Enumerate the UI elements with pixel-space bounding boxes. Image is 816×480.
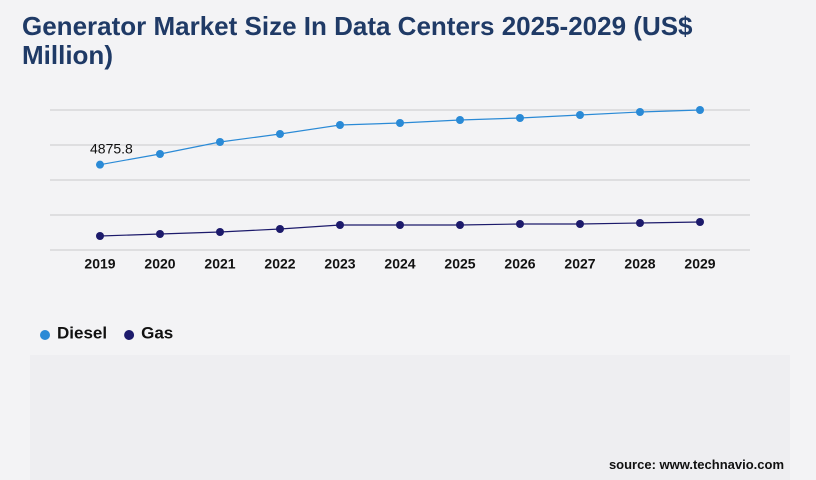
series-line xyxy=(99,109,701,166)
data-point xyxy=(516,113,524,122)
data-point xyxy=(276,225,284,233)
x-tick-label: 2020 xyxy=(144,256,175,272)
source: source: www.technavio.com xyxy=(608,457,784,472)
x-tick-label: 2026 xyxy=(504,256,535,272)
data-point xyxy=(276,129,284,138)
data-point xyxy=(396,119,404,128)
chart-title: Generator Market Size In Data Centers 20… xyxy=(22,11,693,70)
data-point xyxy=(96,160,104,169)
data-point xyxy=(636,107,644,116)
data-label: 4875.8 xyxy=(90,140,133,156)
x-tick-label: 2024 xyxy=(384,256,415,272)
legend-label: Gas xyxy=(141,323,173,342)
data-point xyxy=(696,218,704,226)
data-point xyxy=(216,138,224,147)
data-point xyxy=(216,227,224,236)
data-point xyxy=(336,120,344,129)
data-point xyxy=(576,219,584,228)
x-tick-label: 2021 xyxy=(204,256,235,272)
x-tick-label: 2025 xyxy=(444,256,475,272)
data-point xyxy=(636,218,644,227)
data-point xyxy=(396,220,404,229)
x-tick-label: 2019 xyxy=(84,256,115,272)
legend-label: Diesel xyxy=(57,323,107,342)
data-point xyxy=(456,220,464,229)
x-tick-label: 2028 xyxy=(624,256,655,272)
data-point xyxy=(576,111,584,120)
x-tick-label: 2029 xyxy=(684,256,715,272)
legend-marker xyxy=(124,330,135,340)
data-point xyxy=(696,106,704,114)
data-point xyxy=(516,219,524,228)
x-tick-label: 2027 xyxy=(564,256,595,272)
x-tick-label: 2022 xyxy=(264,256,295,272)
legend-marker xyxy=(40,330,50,340)
data-point xyxy=(336,220,344,229)
data-point xyxy=(156,149,164,158)
panel xyxy=(30,355,790,480)
data-point xyxy=(456,115,464,124)
x-tick-label: 2023 xyxy=(324,256,355,272)
data-point xyxy=(96,232,104,240)
data-point xyxy=(156,230,164,239)
